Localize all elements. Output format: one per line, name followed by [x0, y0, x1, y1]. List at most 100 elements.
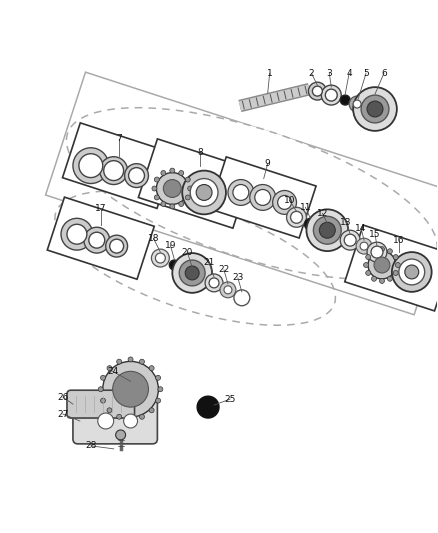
Text: 19: 19 — [165, 240, 176, 249]
Text: 24: 24 — [107, 367, 118, 376]
Circle shape — [152, 186, 157, 191]
FancyBboxPatch shape — [67, 390, 134, 418]
Circle shape — [314, 216, 341, 244]
Ellipse shape — [67, 108, 437, 279]
Circle shape — [374, 257, 390, 273]
Circle shape — [98, 413, 114, 429]
Circle shape — [163, 180, 181, 197]
Text: 3: 3 — [326, 69, 332, 78]
Circle shape — [205, 274, 223, 292]
Circle shape — [190, 179, 218, 206]
Text: 12: 12 — [317, 209, 328, 218]
Circle shape — [128, 417, 133, 422]
Circle shape — [172, 253, 212, 293]
Circle shape — [158, 387, 163, 392]
Circle shape — [340, 230, 360, 250]
Text: 25: 25 — [224, 394, 236, 403]
Text: 9: 9 — [265, 159, 271, 168]
Circle shape — [393, 255, 398, 260]
Circle shape — [250, 184, 276, 211]
Text: 20: 20 — [181, 248, 193, 256]
Circle shape — [149, 366, 154, 370]
Text: 26: 26 — [57, 393, 69, 402]
Circle shape — [104, 160, 124, 181]
Circle shape — [73, 148, 109, 183]
Circle shape — [185, 177, 190, 182]
Text: 13: 13 — [340, 218, 352, 227]
Text: 2: 2 — [309, 69, 314, 78]
Circle shape — [368, 251, 396, 279]
Circle shape — [353, 100, 361, 108]
Circle shape — [84, 227, 110, 253]
Circle shape — [61, 219, 93, 250]
Circle shape — [128, 357, 133, 362]
Circle shape — [379, 247, 385, 252]
Circle shape — [353, 87, 397, 131]
Text: 22: 22 — [219, 265, 230, 274]
Circle shape — [154, 177, 159, 182]
Circle shape — [209, 278, 219, 288]
Circle shape — [344, 234, 356, 246]
Circle shape — [185, 195, 190, 200]
Text: 16: 16 — [393, 236, 405, 245]
Circle shape — [113, 372, 148, 407]
Circle shape — [367, 242, 387, 262]
Circle shape — [360, 242, 368, 250]
Text: 14: 14 — [355, 224, 367, 233]
Polygon shape — [47, 197, 154, 279]
Circle shape — [371, 246, 383, 258]
Text: 27: 27 — [57, 409, 69, 418]
Circle shape — [196, 184, 212, 200]
Circle shape — [139, 414, 145, 419]
Circle shape — [67, 224, 87, 244]
Circle shape — [340, 95, 350, 105]
Circle shape — [110, 239, 124, 253]
Circle shape — [100, 157, 127, 184]
Circle shape — [107, 366, 112, 370]
Circle shape — [124, 164, 148, 188]
Circle shape — [182, 171, 226, 214]
Circle shape — [89, 232, 105, 248]
Text: 21: 21 — [203, 257, 215, 266]
Text: 11: 11 — [300, 203, 311, 212]
Circle shape — [364, 263, 368, 268]
Circle shape — [319, 222, 335, 238]
Circle shape — [101, 375, 106, 380]
Circle shape — [233, 184, 249, 200]
Text: 5: 5 — [363, 69, 369, 78]
Circle shape — [321, 85, 341, 105]
Circle shape — [356, 238, 372, 254]
Polygon shape — [138, 139, 252, 228]
Circle shape — [308, 82, 326, 100]
Circle shape — [98, 387, 103, 392]
Circle shape — [366, 270, 371, 276]
Text: 23: 23 — [232, 273, 244, 282]
Text: 28: 28 — [85, 441, 96, 450]
Circle shape — [179, 260, 205, 286]
Circle shape — [393, 270, 398, 276]
Circle shape — [154, 195, 159, 200]
Text: 6: 6 — [381, 69, 387, 78]
Circle shape — [405, 265, 419, 279]
Polygon shape — [209, 157, 316, 238]
Circle shape — [312, 86, 322, 96]
Text: 15: 15 — [369, 230, 381, 239]
Circle shape — [379, 278, 385, 284]
Text: 7: 7 — [116, 134, 121, 143]
Circle shape — [255, 190, 271, 205]
Circle shape — [188, 186, 193, 191]
Text: 1: 1 — [267, 69, 272, 78]
Text: 18: 18 — [148, 233, 159, 243]
Circle shape — [220, 282, 236, 298]
Circle shape — [170, 204, 175, 209]
Circle shape — [117, 359, 122, 364]
Circle shape — [179, 201, 184, 206]
Text: 8: 8 — [197, 148, 203, 157]
Circle shape — [278, 196, 292, 209]
Circle shape — [161, 201, 166, 206]
Polygon shape — [46, 72, 438, 315]
Circle shape — [155, 253, 165, 263]
Circle shape — [156, 173, 188, 204]
Circle shape — [101, 398, 106, 403]
Text: 4: 4 — [346, 69, 352, 78]
